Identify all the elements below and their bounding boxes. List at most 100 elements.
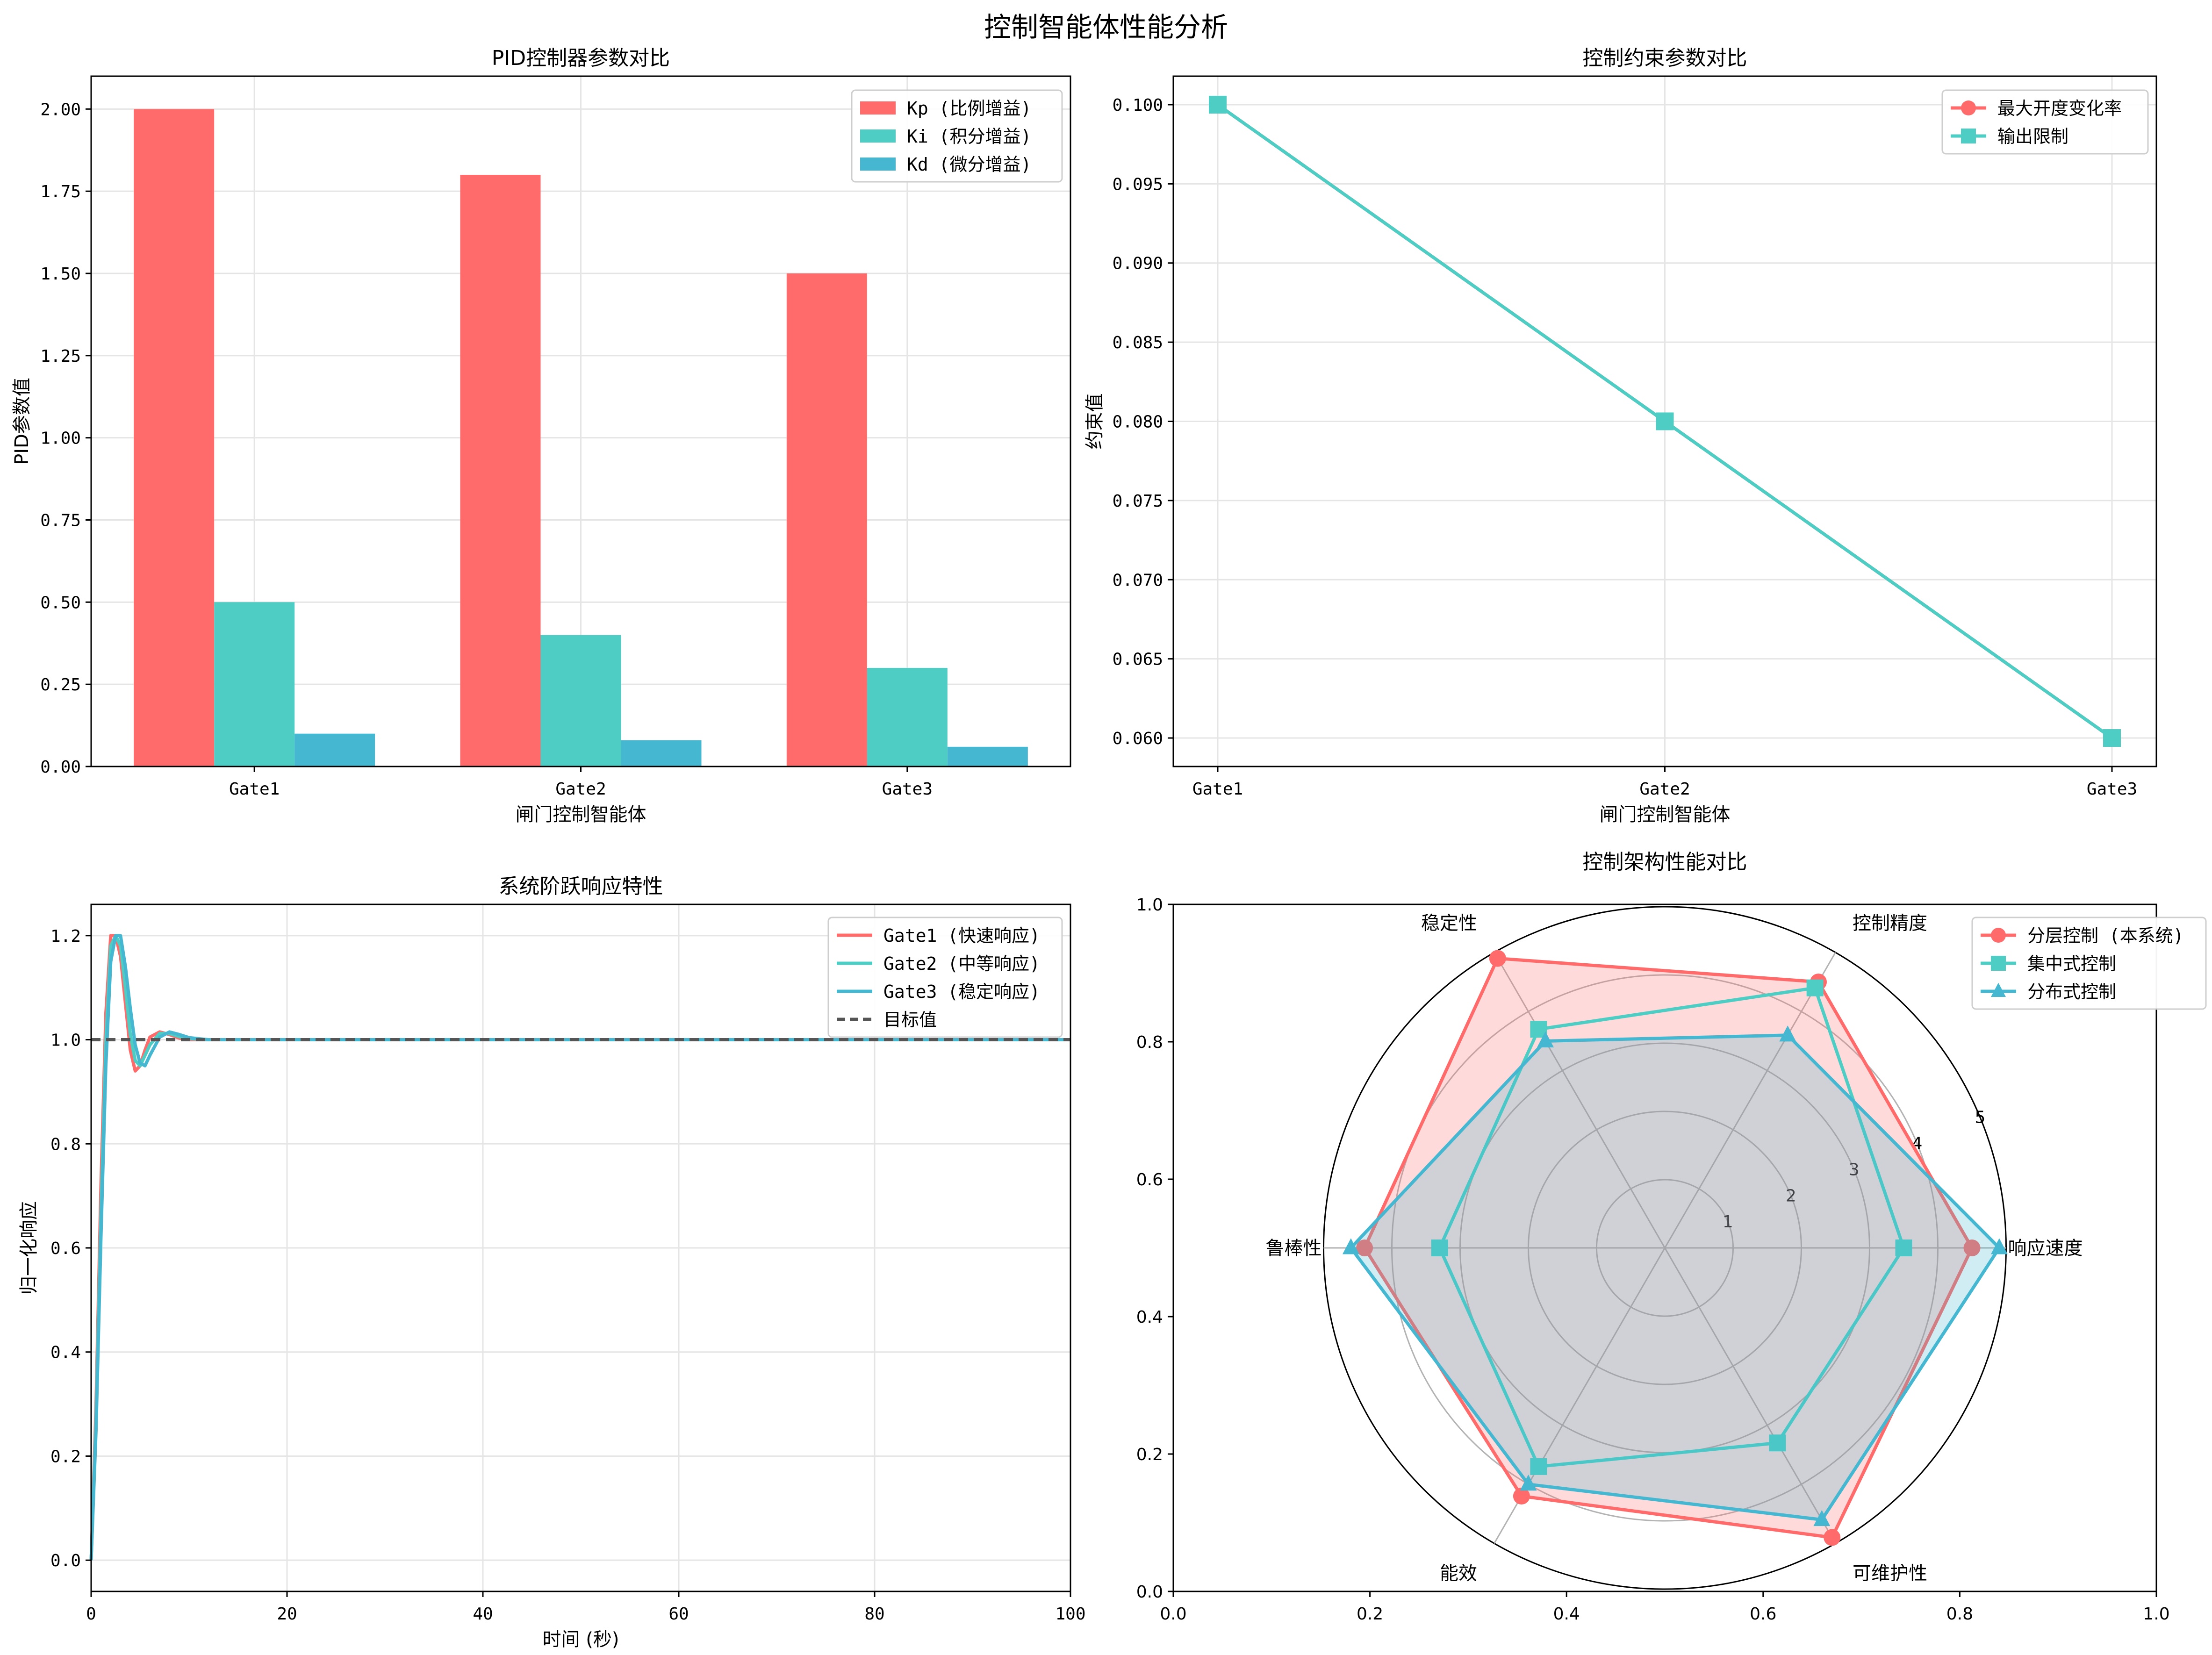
y-tick-label: 0.6 <box>1136 1170 1163 1189</box>
radial-tick-label: 3 <box>1849 1160 1860 1179</box>
y-tick-label: 0.8 <box>1136 1033 1163 1052</box>
legend-box <box>1971 917 2207 1010</box>
data-point-0-5 <box>1824 1529 1841 1546</box>
y-tick-label: 0.090 <box>1113 254 1163 273</box>
radar-spoke <box>1494 952 1666 1248</box>
legend-label: Kd (微分增益) <box>907 154 1031 175</box>
radar-chart: 0.0 0.2 0.4 0.6 0.8 1.00.00.20.40.60.81.01234… <box>1136 850 2207 1624</box>
x-tick-label: 80 <box>864 1605 884 1624</box>
legend-label: Ki (积分增益) <box>907 126 1031 147</box>
y-tick-label: 1.2 <box>50 927 81 946</box>
radar-axis-label: 稳定性 <box>1421 913 1477 934</box>
y-tick-label: 0.25 <box>40 675 81 695</box>
legend-swatch <box>860 101 896 115</box>
chart-title: PID控制器参数对比 <box>492 46 670 70</box>
radar-axis-label: 能效 <box>1440 1562 1477 1584</box>
x-tick-label: 60 <box>668 1605 689 1624</box>
radar-axis-label: 控制精度 <box>1853 913 1927 934</box>
data-point-2-0 <box>1990 1238 2008 1254</box>
bar-Gate2-0 <box>460 175 541 767</box>
legend-swatch <box>860 129 896 143</box>
y-tick-label: 0.2 <box>1136 1445 1163 1464</box>
radar-axis-label: 可维护性 <box>1853 1562 1927 1584</box>
y-tick-label: 0.080 <box>1113 413 1163 432</box>
y-tick-label: 0.070 <box>1113 571 1163 590</box>
y-tick-label: 0.50 <box>40 593 81 612</box>
x-tick-label: 0.0 <box>1160 1605 1186 1624</box>
bar-Gate3-1 <box>867 668 948 767</box>
x-tick-label: Gate3 <box>2087 780 2137 799</box>
data-point-1-2 <box>2103 729 2121 747</box>
y-tick-label: 0.060 <box>1113 729 1163 748</box>
x-tick-label: 20 <box>277 1605 297 1624</box>
legend-marker <box>1991 928 2006 943</box>
legend-marker <box>1961 100 1976 115</box>
legend-box <box>1941 89 2149 155</box>
data-point-0-2 <box>1489 950 1506 967</box>
x-tick-label: 0.8 <box>1946 1605 1973 1624</box>
legend-marker <box>1961 129 1976 143</box>
legend-label: 集中式控制 <box>2027 953 2116 974</box>
data-point-1-5 <box>1769 1434 1786 1452</box>
bar-Gate2-2 <box>621 740 702 767</box>
chart-title: 控制约束参数对比 <box>1583 46 1747 70</box>
y-tick-label: 1.0 <box>1136 896 1163 915</box>
y-tick-label: 1.00 <box>40 429 81 448</box>
bar-Gate3-0 <box>786 273 867 767</box>
legend-marker <box>1991 982 2006 997</box>
radial-tick-label: 5 <box>1975 1108 1985 1127</box>
bar-Gate1-1 <box>214 602 295 767</box>
x-tick-label: Gate2 <box>555 780 606 799</box>
y-tick-label: 0.0 <box>50 1551 81 1570</box>
legend-label: 目标值 <box>883 1010 937 1030</box>
radar-spoke <box>1664 952 1836 1248</box>
x-tick-label: 40 <box>473 1605 493 1624</box>
data-point-2-4 <box>1520 1475 1537 1491</box>
chart-title: 系统阶跃响应特性 <box>499 874 663 898</box>
y-tick-label: 0.2 <box>50 1447 81 1466</box>
y-tick-label: 1.25 <box>40 347 81 366</box>
legend-label: Gate1 (快速响应) <box>883 925 1040 946</box>
radar-axis-label: 鲁棒性 <box>1266 1238 1322 1259</box>
constraint-chart: 0.060 0.065 0.070 0.075 0.080 0.085 0.090 0.095… <box>1084 46 2157 825</box>
data-point-1-3 <box>1431 1239 1448 1256</box>
legend-label: Gate2 (中等响应) <box>883 953 1040 974</box>
bar-Gate1-0 <box>134 109 215 767</box>
x-tick-label: Gate1 <box>229 780 280 799</box>
legend-label: 分布式控制 <box>2027 982 2116 1002</box>
legend-label: 输出限制 <box>1997 126 2068 147</box>
y-tick-label: 0.4 <box>50 1343 81 1362</box>
data-point-2-1 <box>1779 1025 1796 1042</box>
radial-tick-label: 2 <box>1786 1186 1796 1205</box>
legend-label: 分层控制 (本系统) <box>2027 925 2184 946</box>
radar-axis-label: 响应速度 <box>2008 1238 2083 1259</box>
y-tick-label: 0.100 <box>1113 96 1163 115</box>
bar-Gate2-1 <box>540 635 621 767</box>
y-tick-label: 0.75 <box>40 511 81 530</box>
pid-chart: 0.00 0.25 0.50 0.75 1.00 1.25 1.50 1.75 2.00 Gate… <box>11 46 1071 825</box>
data-point-1-1 <box>1656 412 1674 430</box>
x-axis-label: 时间 (秒) <box>543 1629 619 1650</box>
legend-label: 最大开度变化率 <box>1997 98 2122 119</box>
data-point-1-4 <box>1530 1458 1547 1475</box>
y-tick-label: 0.075 <box>1113 492 1163 511</box>
x-tick-label: 0.4 <box>1553 1605 1580 1624</box>
y-tick-label: 1.75 <box>40 182 81 201</box>
x-tick-label: 0.6 <box>1750 1605 1776 1624</box>
y-tick-label: 0.095 <box>1113 175 1163 194</box>
x-tick-label: 0.2 <box>1357 1605 1383 1624</box>
y-tick-label: 0.065 <box>1113 650 1163 669</box>
data-point-0-4 <box>1513 1488 1530 1505</box>
y-tick-label: 0.0 <box>1136 1583 1163 1602</box>
x-axis-label: 闸门控制智能体 <box>516 804 646 825</box>
step-response-chart: 0.0 0.2 0.4 0.6 0.8 1.0 1.2 0 20 40 60 80 100 系统阶跃响应特… <box>18 874 1086 1650</box>
chart-title: 控制架构性能对比 <box>1583 850 1747 874</box>
figure-title: 控制智能体性能分析 <box>984 11 1228 43</box>
data-point-1-1 <box>1806 979 1824 996</box>
y-tick-label: 0.4 <box>1136 1308 1163 1327</box>
bar-Gate1-2 <box>294 733 375 767</box>
series-line-2 <box>89 934 1070 1561</box>
x-tick-label: Gate1 <box>1192 780 1243 799</box>
y-tick-label: 1.0 <box>50 1031 81 1050</box>
